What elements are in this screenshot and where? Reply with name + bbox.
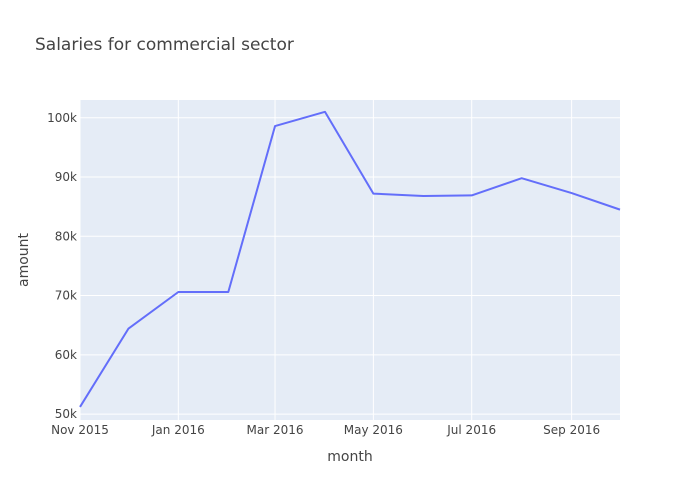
- tick-layer: Nov 2015 Jan 2016 Mar 2016 May 2016 Jul 2016…: [47, 111, 600, 437]
- y-tick-label: 80k: [55, 229, 77, 243]
- data-point[interactable]: [77, 404, 83, 410]
- x-axis-title: month: [327, 449, 372, 465]
- data-point[interactable]: [469, 192, 475, 198]
- data-point[interactable]: [175, 289, 181, 295]
- x-tick-label: Jan 2016: [151, 423, 205, 437]
- data-point[interactable]: [569, 190, 575, 196]
- y-tick-label: 100k: [47, 111, 77, 125]
- line-layer: [77, 109, 623, 410]
- data-point[interactable]: [225, 289, 231, 295]
- x-tick-label: Jul 2016: [446, 423, 496, 437]
- x-tick-label: Nov 2015: [51, 423, 109, 437]
- data-point[interactable]: [420, 193, 426, 199]
- series-line: [79, 110, 621, 408]
- data-point[interactable]: [519, 175, 525, 181]
- data-point[interactable]: [370, 191, 376, 197]
- data-point[interactable]: [125, 326, 131, 332]
- data-point[interactable]: [617, 207, 623, 213]
- grid-layer: [79, 100, 620, 420]
- data-point[interactable]: [272, 123, 278, 129]
- y-tick-label: 70k: [55, 289, 77, 303]
- y-tick-label: 90k: [55, 170, 77, 184]
- y-tick-label: 50k: [55, 407, 77, 421]
- data-point[interactable]: [322, 109, 328, 115]
- x-tick-label: May 2016: [344, 423, 403, 437]
- plot-area: [80, 100, 620, 420]
- y-axis-title: amount: [16, 232, 32, 287]
- x-tick-label: Mar 2016: [247, 423, 304, 437]
- chart-title: Salaries for commercial sector: [35, 35, 294, 55]
- y-tick-label: 60k: [55, 348, 77, 362]
- x-tick-label: Sep 2016: [543, 423, 600, 437]
